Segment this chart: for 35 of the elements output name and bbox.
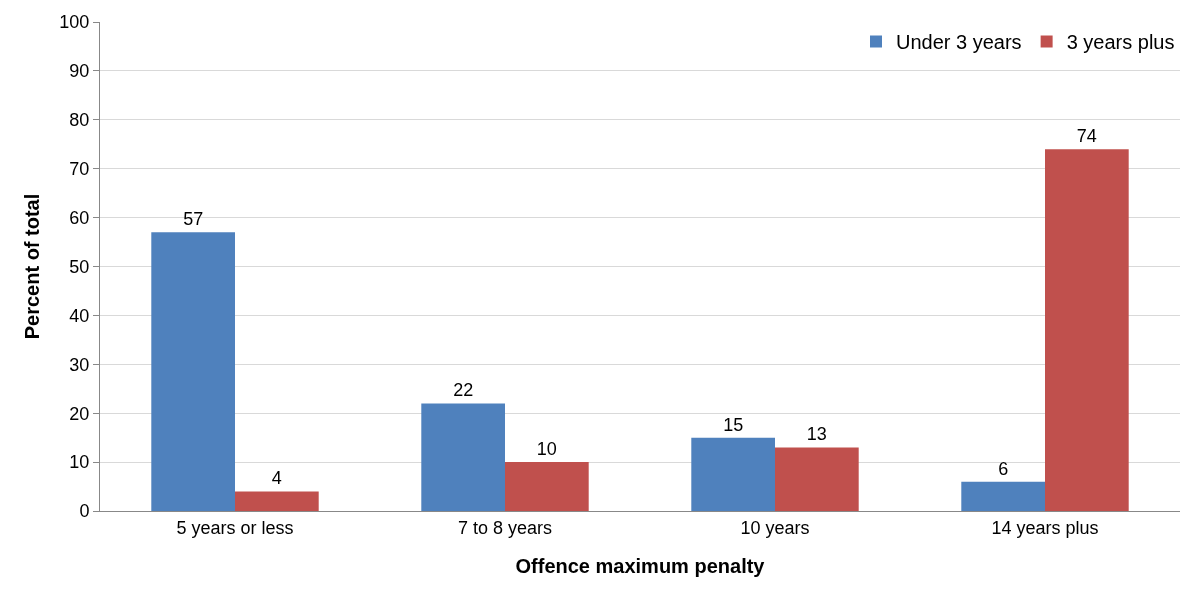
data-label: 6 [998, 458, 1009, 479]
x-tick-label: 5 years or less [176, 517, 294, 538]
bar [961, 481, 1045, 511]
data-label: 10 [536, 439, 557, 460]
data-label: 57 [183, 209, 204, 230]
x-tick-label: 14 years plus [991, 517, 1099, 538]
y-tick-label: 80 [69, 110, 90, 131]
bar [505, 462, 589, 511]
bar [151, 232, 235, 511]
y-tick-label: 100 [59, 12, 90, 33]
y-tick-label: 60 [69, 207, 90, 228]
data-label: 13 [806, 424, 827, 445]
data-label: 4 [271, 468, 282, 489]
legend-label: 3 years plus [1066, 31, 1175, 54]
y-tick-label: 20 [69, 403, 90, 424]
x-tick-label: 10 years [740, 517, 810, 538]
y-tick-label: 40 [69, 305, 90, 326]
y-tick-label: 30 [69, 354, 90, 375]
bar [235, 491, 319, 511]
bar [421, 403, 505, 511]
x-tick-label: 7 to 8 years [457, 517, 553, 538]
bar [691, 437, 775, 511]
data-label: 22 [453, 380, 474, 401]
bar [775, 447, 859, 511]
x-axis-title: Offence maximum penalty [515, 555, 766, 578]
bar [1045, 149, 1129, 511]
y-tick-label: 50 [69, 256, 90, 277]
y-tick-label: 0 [79, 501, 90, 522]
y-axis-title: Percent of total [20, 193, 43, 340]
y-tick-label: 70 [69, 159, 90, 179]
y-tick-label: 90 [69, 61, 90, 82]
data-label: 74 [1076, 126, 1097, 147]
y-tick-label: 10 [69, 452, 90, 473]
legend-label: Under 3 years [896, 31, 1022, 54]
data-label: 15 [723, 414, 744, 435]
